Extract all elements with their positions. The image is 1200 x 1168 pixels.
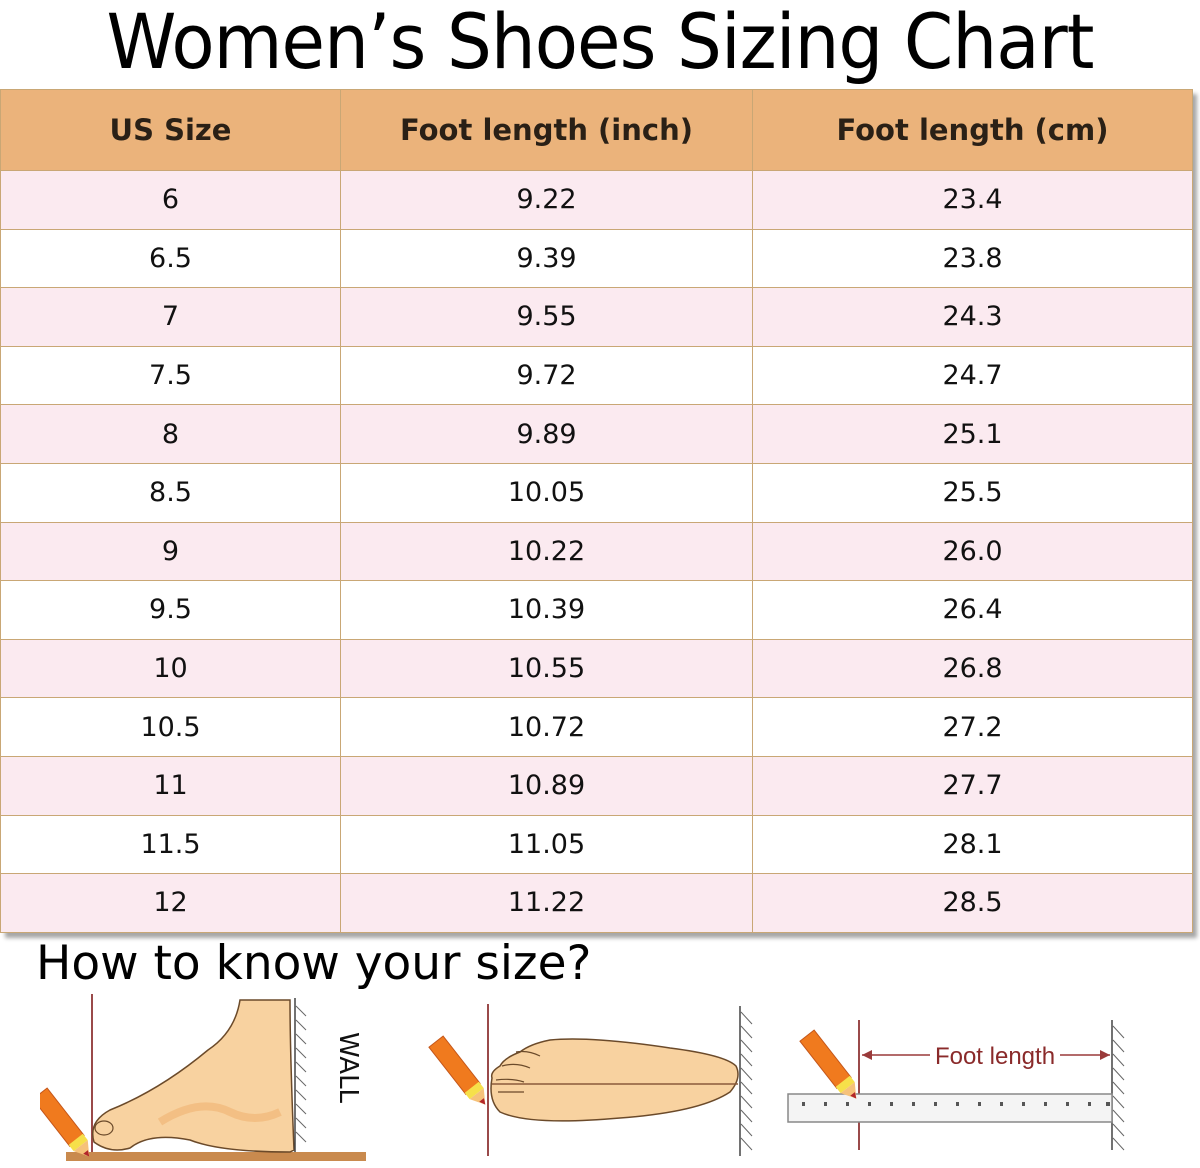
cell-foot-length-cm: 24.3	[752, 287, 1193, 347]
table-row: 10.5 10.72 27.2	[0, 697, 1193, 757]
table-row: 9.5 10.39 26.4	[0, 580, 1193, 640]
cell-foot-length-inch: 10.55	[340, 638, 753, 699]
cell-foot-length-cm: 26.4	[752, 580, 1193, 640]
pencil-icon	[428, 1035, 486, 1105]
page-title: Women’s Shoes Sizing Chart	[106, 0, 1095, 86]
cell-us-size: 6	[0, 170, 341, 230]
cell-us-size: 6.5	[0, 228, 341, 289]
cell-foot-length-cm: 25.1	[752, 404, 1193, 464]
header-foot-length-inch: Foot length (inch)	[340, 89, 753, 171]
table-row: 8 9.89 25.1	[0, 404, 1193, 464]
cell-foot-length-cm: 27.2	[752, 697, 1193, 757]
foot-side-icon	[92, 999, 295, 1153]
illustration-side-view: WALL	[40, 992, 420, 1168]
how-to-heading: How to know your size?	[36, 936, 592, 991]
illustration-top-view	[420, 1000, 770, 1168]
cell-foot-length-cm: 26.8	[752, 638, 1193, 699]
cell-foot-length-inch: 10.89	[340, 755, 753, 816]
cell-us-size: 8	[0, 404, 341, 464]
cell-foot-length-inch: 10.05	[340, 462, 753, 523]
ruler-icon	[787, 1093, 1113, 1123]
table-row: 9 10.22 26.0	[0, 521, 1193, 582]
cell-foot-length-cm: 28.1	[752, 814, 1193, 875]
cell-us-size: 12	[0, 873, 341, 933]
cell-foot-length-cm: 26.0	[752, 521, 1193, 582]
cell-us-size: 7.5	[0, 345, 341, 406]
cell-foot-length-inch: 9.55	[340, 287, 753, 347]
cell-foot-length-inch: 9.89	[340, 404, 753, 464]
header-foot-length-cm: Foot length (cm)	[752, 89, 1193, 171]
arrow-right-icon	[1100, 1050, 1110, 1060]
table-row: 10 10.55 26.8	[0, 638, 1193, 699]
cell-us-size: 7	[0, 287, 341, 347]
cell-us-size: 9.5	[0, 580, 341, 640]
cell-us-size: 10.5	[0, 697, 341, 757]
pencil-icon	[40, 1087, 90, 1157]
cell-foot-length-inch: 9.72	[340, 345, 753, 406]
arrow-left-icon	[862, 1050, 872, 1060]
foot-length-label: Foot length	[935, 1043, 1055, 1070]
cell-foot-length-inch: 10.72	[340, 697, 753, 757]
table-body: 6 9.22 23.4 6.5 9.39 23.8 7 9.55 24.3 7.5 9.72 24.7…	[0, 170, 1193, 933]
cell-foot-length-inch: 10.39	[340, 580, 753, 640]
header-us-size: US Size	[0, 89, 341, 171]
cell-foot-length-cm: 27.7	[752, 755, 1193, 816]
pencil-icon	[799, 1029, 857, 1099]
cell-us-size: 9	[0, 521, 341, 582]
illustration-ruler: Foot length	[780, 1010, 1160, 1160]
table-row: 8.5 10.05 25.5	[0, 462, 1193, 523]
cell-foot-length-cm: 24.7	[752, 345, 1193, 406]
table-row: 11 10.89 27.7	[0, 755, 1193, 816]
table-row: 11.5 11.05 28.1	[0, 814, 1193, 875]
table-row: 6.5 9.39 23.8	[0, 228, 1193, 289]
cell-foot-length-cm: 28.5	[752, 873, 1193, 933]
cell-foot-length-cm: 23.8	[752, 228, 1193, 289]
table-row: 6 9.22 23.4	[0, 170, 1193, 230]
cell-foot-length-cm: 23.4	[752, 170, 1193, 230]
cell-us-size: 10	[0, 638, 341, 699]
size-table: US Size Foot length (inch) Foot length (…	[0, 89, 1193, 933]
table-row: 7.5 9.72 24.7	[0, 345, 1193, 406]
cell-foot-length-inch: 9.39	[340, 228, 753, 289]
table-row: 12 11.22 28.5	[0, 873, 1193, 933]
cell-us-size: 11.5	[0, 814, 341, 875]
table-header-row: US Size Foot length (inch) Foot length (…	[0, 89, 1193, 171]
cell-foot-length-inch: 9.22	[340, 170, 753, 230]
cell-foot-length-inch: 10.22	[340, 521, 753, 582]
wall-label: WALL	[333, 1032, 363, 1104]
cell-foot-length-inch: 11.05	[340, 814, 753, 875]
floor-icon	[66, 1152, 366, 1161]
cell-us-size: 11	[0, 755, 341, 816]
size-table-container: US Size Foot length (inch) Foot length (…	[0, 89, 1193, 933]
table-row: 7 9.55 24.3	[0, 287, 1193, 347]
foot-top-icon	[490, 1038, 739, 1122]
cell-foot-length-cm: 25.5	[752, 462, 1193, 523]
cell-foot-length-inch: 11.22	[340, 873, 753, 933]
cell-us-size: 8.5	[0, 462, 341, 523]
